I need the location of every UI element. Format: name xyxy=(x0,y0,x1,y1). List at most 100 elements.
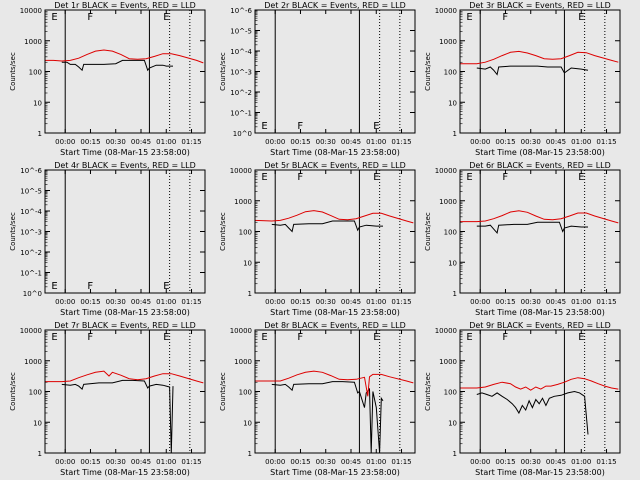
x-axis-label: Start Time (08-Mar-15 23:58:00) xyxy=(270,148,400,157)
x-tick-label: 00:45 xyxy=(131,458,151,466)
x-axis-label: Start Time (08-Mar-15 23:58:00) xyxy=(475,148,605,157)
x-axis-label: Start Time (08-Mar-15 23:58:00) xyxy=(60,468,190,477)
x-tick-label: 00:45 xyxy=(341,298,361,306)
x-tick-label: 00:00 xyxy=(265,298,285,306)
x-tick-label: 01:15 xyxy=(596,138,616,146)
y-tick-label: 10^-3 xyxy=(230,69,252,77)
flag-e: E xyxy=(261,172,267,183)
flag-e: E xyxy=(51,12,57,23)
x-tick-label: 01:00 xyxy=(156,298,176,306)
x-tick-label: 00:15 xyxy=(290,138,310,146)
x-tick-label: 00:00 xyxy=(55,298,75,306)
plot-frame xyxy=(254,329,416,454)
series-lld xyxy=(460,50,619,65)
x-tick-label: 00:00 xyxy=(470,458,490,466)
flag-e: E xyxy=(466,12,472,23)
flag-e: E xyxy=(163,12,169,23)
x-tick-label: 00:45 xyxy=(546,298,566,306)
flag-e: E xyxy=(578,332,584,343)
panel-title: Det 9r BLACK = Events, RED = LLD xyxy=(469,321,611,330)
y-tick-label: 1 xyxy=(38,130,42,138)
plot-frame xyxy=(44,9,206,134)
x-tick-label: 01:15 xyxy=(596,298,616,306)
x-tick-label: 01:00 xyxy=(571,138,591,146)
series-lld xyxy=(254,210,414,224)
plot-frame xyxy=(44,329,206,454)
x-tick-label: 01:15 xyxy=(181,138,201,146)
x-tick-label: 00:00 xyxy=(55,458,75,466)
y-axis-label: Counts/sec xyxy=(219,52,227,91)
y-tick-label: 100 xyxy=(444,69,457,77)
x-tick-label: 00:30 xyxy=(521,458,541,466)
y-axis-label: Counts/sec xyxy=(219,212,227,251)
y-tick-label: 1000 xyxy=(439,358,457,366)
x-tick-label: 01:00 xyxy=(571,298,591,306)
y-tick-label: 1 xyxy=(453,290,457,298)
y-tick-label: 10000 xyxy=(230,327,252,335)
y-axis-label: Counts/sec xyxy=(9,372,17,411)
flag-e: E xyxy=(261,121,267,132)
panel-title: Det 2r BLACK = Events, RED = LLD xyxy=(264,1,406,10)
x-tick-label: 00:45 xyxy=(546,458,566,466)
flag-e: E xyxy=(373,121,379,132)
y-tick-label: 10^-6 xyxy=(20,167,42,175)
plot-frame xyxy=(254,9,416,134)
panel-title: Det 7r BLACK = Events, RED = LLD xyxy=(54,321,196,330)
panel-det-6: Det 6r BLACK = Events, RED = LLD Counts/s… xyxy=(424,161,621,317)
y-tick-label: 10 xyxy=(243,259,252,267)
panel-det-9: Det 9r BLACK = Events, RED = LLD Counts/s… xyxy=(424,321,621,477)
y-tick-label: 10 xyxy=(33,419,42,427)
series-events xyxy=(271,381,384,454)
panel-title: Det 8r BLACK = Events, RED = LLD xyxy=(264,321,406,330)
y-tick-label: 1 xyxy=(248,290,252,298)
flag-e: E xyxy=(578,172,584,183)
panel-title: Det 6r BLACK = Events, RED = LLD xyxy=(469,161,611,170)
x-axis-label: Start Time (08-Mar-15 23:58:00) xyxy=(270,468,400,477)
y-tick-label: 10 xyxy=(243,419,252,427)
y-tick-label: 10^-2 xyxy=(20,249,42,257)
y-tick-label: 10^-1 xyxy=(20,270,42,278)
x-tick-label: 01:15 xyxy=(391,298,411,306)
flag-e: E xyxy=(373,172,379,183)
x-tick-label: 01:15 xyxy=(391,458,411,466)
y-tick-label: 10000 xyxy=(435,167,457,175)
series-events xyxy=(476,390,589,435)
y-tick-label: 10^-4 xyxy=(20,208,42,216)
x-axis-label: Start Time (08-Mar-15 23:58:00) xyxy=(475,468,605,477)
panel-title: Det 1r BLACK = Events, RED = LLD xyxy=(54,1,196,10)
x-tick-label: 00:45 xyxy=(546,138,566,146)
y-tick-label: 1000 xyxy=(234,198,252,206)
y-tick-label: 1000 xyxy=(234,358,252,366)
flag-f: F xyxy=(502,12,508,23)
x-tick-label: 01:00 xyxy=(366,138,386,146)
y-axis-label: Counts/sec xyxy=(9,212,17,251)
x-tick-label: 00:45 xyxy=(131,298,151,306)
x-tick-label: 00:30 xyxy=(106,298,126,306)
panel-title: Det 4r BLACK = Events, RED = LLD xyxy=(54,161,196,170)
y-tick-label: 1000 xyxy=(439,198,457,206)
x-tick-label: 00:45 xyxy=(341,458,361,466)
y-tick-label: 10000 xyxy=(230,167,252,175)
y-tick-label: 100 xyxy=(444,229,457,237)
panel-title: Det 3r BLACK = Events, RED = LLD xyxy=(469,1,611,10)
y-axis-label: Counts/sec xyxy=(424,372,432,411)
x-tick-label: 01:00 xyxy=(366,458,386,466)
x-axis-label: Start Time (08-Mar-15 23:58:00) xyxy=(475,308,605,317)
x-tick-label: 00:30 xyxy=(316,298,336,306)
x-tick-label: 00:15 xyxy=(80,458,100,466)
panel-det-3: Det 3r BLACK = Events, RED = LLD Counts/s… xyxy=(424,1,621,157)
y-tick-label: 10000 xyxy=(435,7,457,15)
series-events xyxy=(476,65,589,76)
flag-f: F xyxy=(297,121,303,132)
x-tick-label: 00:00 xyxy=(470,298,490,306)
y-tick-label: 100 xyxy=(239,389,252,397)
y-tick-label: 10^-4 xyxy=(230,48,252,56)
y-axis-label: Counts/sec xyxy=(424,52,432,91)
flag-e: E xyxy=(163,281,169,292)
y-tick-label: 1 xyxy=(248,450,252,458)
series-lld xyxy=(460,210,619,224)
y-tick-label: 10^-3 xyxy=(20,229,42,237)
y-tick-label: 10^-2 xyxy=(230,89,252,97)
y-tick-label: 1 xyxy=(38,450,42,458)
series-lld xyxy=(255,370,414,397)
